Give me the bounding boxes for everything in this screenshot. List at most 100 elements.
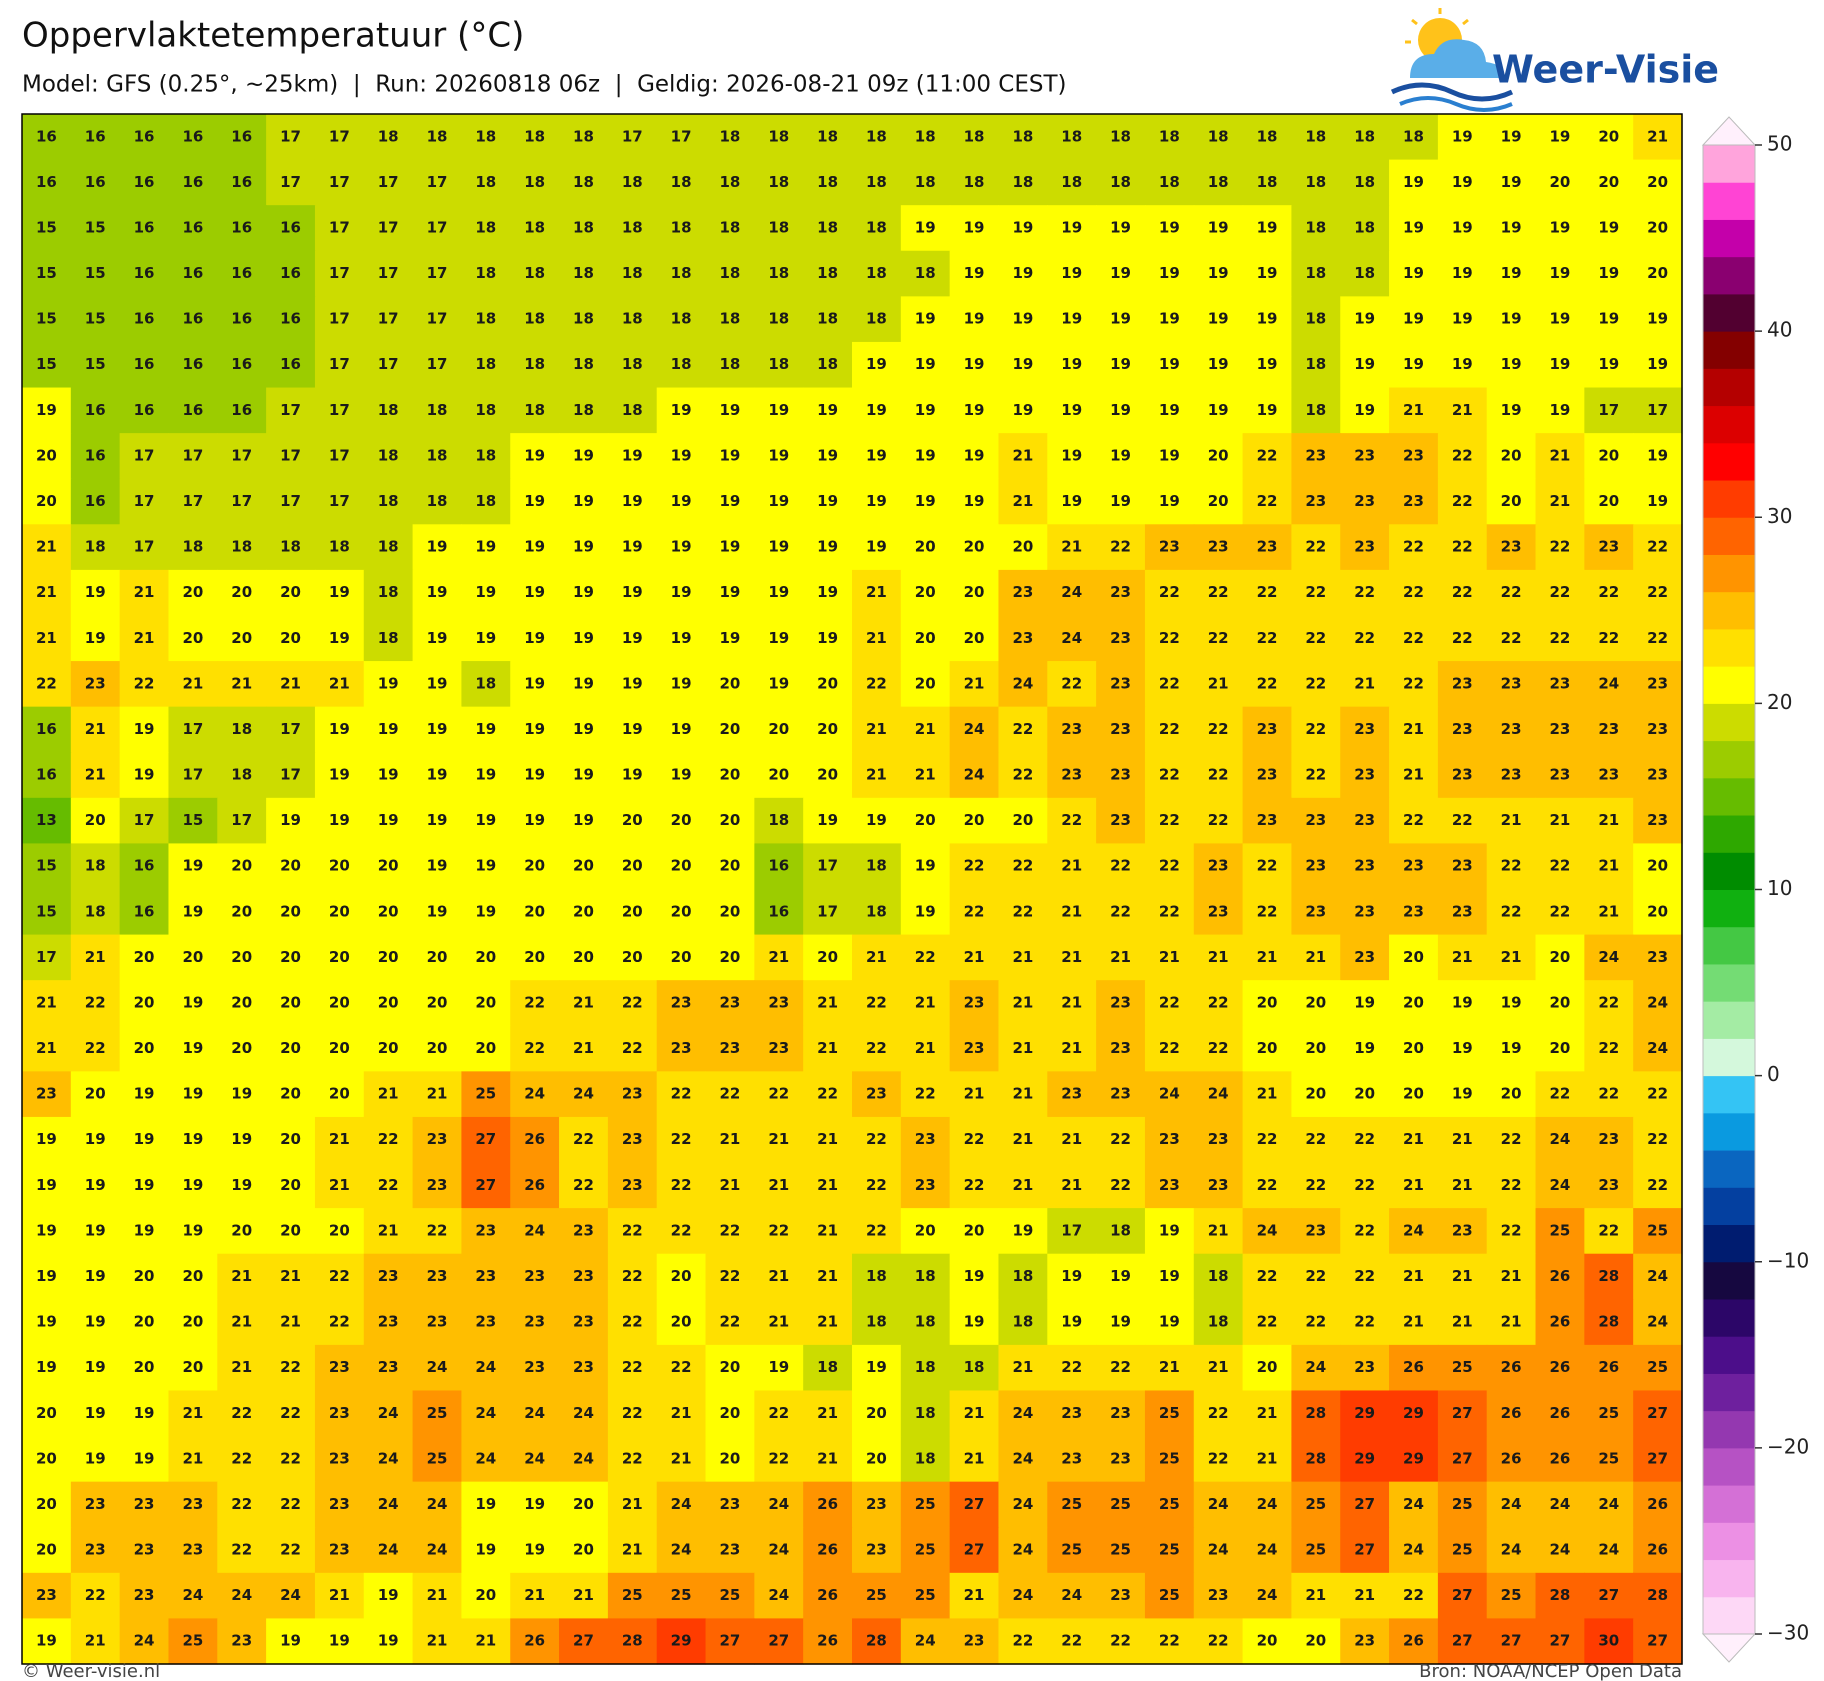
temperature-cell bbox=[900, 843, 951, 890]
temperature-label: 22 bbox=[1012, 1632, 1033, 1650]
temperature-label: 20 bbox=[280, 1221, 301, 1239]
temperature-cell bbox=[70, 205, 121, 252]
temperature-cell bbox=[656, 1572, 707, 1620]
temperature-cell bbox=[998, 1436, 1048, 1483]
temperature-label: 17 bbox=[622, 127, 643, 145]
temperature-cell bbox=[607, 114, 658, 161]
temperature-cell bbox=[1291, 1618, 1341, 1665]
temperature-label: 22 bbox=[1012, 902, 1033, 920]
temperature-label: 24 bbox=[1305, 1358, 1326, 1376]
temperature-label: 19 bbox=[915, 857, 936, 875]
temperature-label: 24 bbox=[1598, 948, 1619, 966]
colorbar-band bbox=[1703, 591, 1755, 630]
temperature-cell bbox=[1389, 524, 1439, 571]
temperature-cell bbox=[412, 1481, 463, 1528]
temperature-label: 18 bbox=[378, 583, 399, 601]
temperature-cell bbox=[363, 1481, 414, 1528]
temperature-label: 19 bbox=[1208, 401, 1229, 419]
temperature-cell bbox=[607, 661, 658, 708]
temperature-cell bbox=[803, 296, 853, 343]
temperature-label: 18 bbox=[866, 857, 887, 875]
temperature-cell bbox=[1193, 980, 1244, 1027]
temperature-cell bbox=[1193, 1436, 1244, 1483]
temperature-label: 20 bbox=[720, 1358, 741, 1376]
temperature-cell bbox=[998, 114, 1048, 161]
temperature-cell bbox=[461, 387, 511, 434]
temperature-label: 19 bbox=[1598, 355, 1619, 373]
temperature-label: 17 bbox=[329, 401, 350, 419]
temperature-label: 19 bbox=[524, 538, 545, 556]
temperature-label: 22 bbox=[1305, 629, 1326, 647]
temperature-cell bbox=[1633, 205, 1683, 252]
temperature-cell bbox=[1486, 1572, 1537, 1620]
temperature-label: 16 bbox=[134, 173, 155, 191]
temperature-cell bbox=[949, 387, 1000, 434]
temperature-cell bbox=[266, 1481, 316, 1528]
temperature-cell bbox=[1193, 387, 1244, 434]
temperature-label: 21 bbox=[1403, 1313, 1424, 1331]
temperature-cell bbox=[1389, 296, 1439, 343]
temperature-label: 19 bbox=[427, 857, 448, 875]
temperature-label: 22 bbox=[1550, 629, 1571, 647]
temperature-cell bbox=[1193, 1299, 1244, 1346]
temperature-cell bbox=[1144, 1481, 1195, 1528]
temperature-label: 22 bbox=[1647, 583, 1668, 601]
temperature-cell bbox=[168, 569, 218, 617]
temperature-label: 22 bbox=[1501, 1130, 1522, 1148]
temperature-cell bbox=[1096, 478, 1146, 525]
temperature-label: 22 bbox=[622, 993, 643, 1011]
temperature-label: 18 bbox=[817, 218, 838, 236]
temperature-label: 23 bbox=[573, 1267, 594, 1285]
temperature-cell bbox=[949, 889, 1000, 936]
temperature-label: 19 bbox=[1550, 264, 1571, 282]
temperature-label: 16 bbox=[85, 446, 106, 464]
temperature-label: 22 bbox=[671, 1085, 692, 1103]
temperature-cell bbox=[314, 1299, 365, 1346]
temperature-label: 23 bbox=[85, 674, 106, 692]
temperature-label: 19 bbox=[1159, 310, 1180, 328]
temperature-label: 20 bbox=[1647, 857, 1668, 875]
temperature-cell bbox=[852, 1527, 902, 1574]
temperature-label: 23 bbox=[182, 1495, 203, 1513]
temperature-cell bbox=[1193, 478, 1244, 525]
temperature-cell bbox=[1144, 1162, 1195, 1209]
colorbar-band bbox=[1703, 628, 1755, 667]
temperature-label: 22 bbox=[1452, 583, 1473, 601]
temperature-cell bbox=[1144, 159, 1195, 206]
logo-cloud bbox=[1410, 39, 1503, 78]
temperature-cell bbox=[705, 889, 755, 936]
temperature-label: 18 bbox=[378, 401, 399, 419]
temperature-label: 22 bbox=[866, 1130, 887, 1148]
temperature-cell bbox=[412, 934, 463, 981]
temperature-cell bbox=[1144, 569, 1195, 617]
temperature-label: 16 bbox=[85, 401, 106, 419]
temperature-cell bbox=[266, 433, 316, 480]
temperature-cell bbox=[119, 341, 170, 389]
temperature-label: 19 bbox=[1354, 993, 1375, 1011]
temperature-label: 21 bbox=[573, 1586, 594, 1604]
temperature-label: 19 bbox=[1501, 218, 1522, 236]
temperature-cell bbox=[461, 1208, 511, 1255]
temperature-label: 18 bbox=[915, 1267, 936, 1285]
temperature-cell bbox=[22, 1299, 72, 1346]
temperature-label: 27 bbox=[1452, 1404, 1473, 1422]
temperature-label: 19 bbox=[378, 1632, 399, 1650]
temperature-label: 28 bbox=[1647, 1586, 1668, 1604]
temperature-cell bbox=[1096, 569, 1146, 617]
temperature-cell bbox=[363, 1618, 414, 1665]
temperature-cell bbox=[510, 1071, 560, 1118]
temperature-label: 19 bbox=[329, 583, 350, 601]
temperature-label: 19 bbox=[182, 1130, 203, 1148]
temperature-cell bbox=[1486, 341, 1537, 389]
temperature-cell bbox=[266, 1071, 316, 1118]
temperature-label: 19 bbox=[36, 1176, 57, 1194]
temperature-label: 20 bbox=[1598, 492, 1619, 510]
temperature-label: 21 bbox=[134, 583, 155, 601]
temperature-label: 20 bbox=[134, 1039, 155, 1057]
colorbar-band bbox=[1703, 1001, 1755, 1039]
temperature-label: 23 bbox=[866, 1541, 887, 1559]
temperature-label: 22 bbox=[1501, 857, 1522, 875]
temperature-cell bbox=[314, 1527, 365, 1574]
temperature-cell bbox=[852, 114, 902, 161]
temperature-label: 20 bbox=[1403, 948, 1424, 966]
